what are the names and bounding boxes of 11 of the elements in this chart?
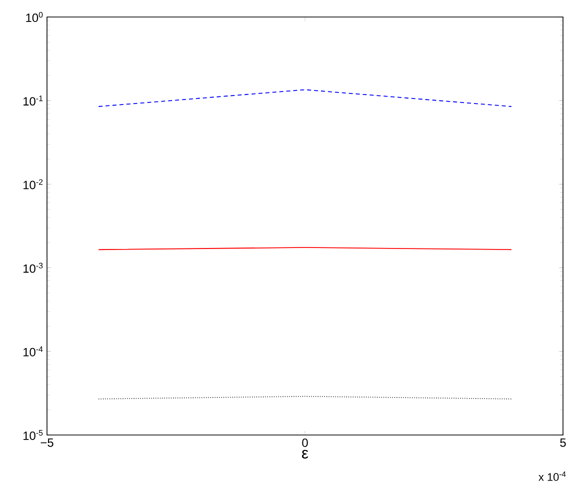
text: x 10$^{-4}$ [538, 472, 566, 481]
x-tick-label: 0 [302, 438, 308, 447]
y-tick-label: 10$^{0}$ [26, 12, 43, 22]
y-tick-label: 10$^{-5}$ [24, 430, 43, 440]
y-tick-label: 10$^{-4}$ [24, 346, 43, 356]
x-tick-label: 5 [560, 438, 566, 447]
x-tick-label: −5 [40, 438, 54, 447]
y-tick-label: 10$^{-2}$ [24, 179, 43, 190]
y-tick-label: 10$^{-3}$ [24, 262, 43, 273]
y-tick-label: 10$^{-1}$ [24, 96, 43, 106]
x-axis-title: ε [302, 450, 308, 459]
